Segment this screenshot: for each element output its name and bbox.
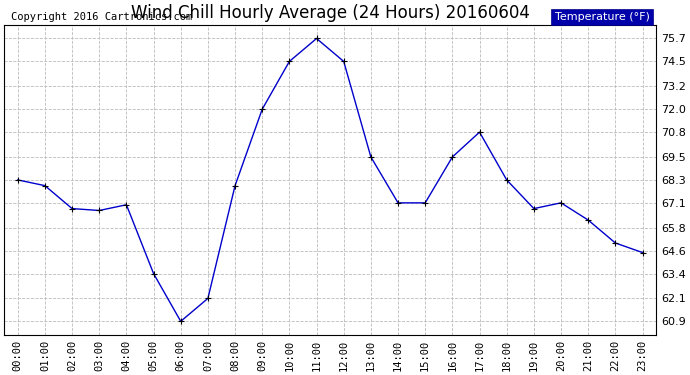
Text: Copyright 2016 Cartronics.com: Copyright 2016 Cartronics.com — [10, 12, 192, 22]
Text: Temperature (°F): Temperature (°F) — [555, 12, 649, 22]
Title: Wind Chill Hourly Average (24 Hours) 20160604: Wind Chill Hourly Average (24 Hours) 201… — [130, 4, 529, 22]
